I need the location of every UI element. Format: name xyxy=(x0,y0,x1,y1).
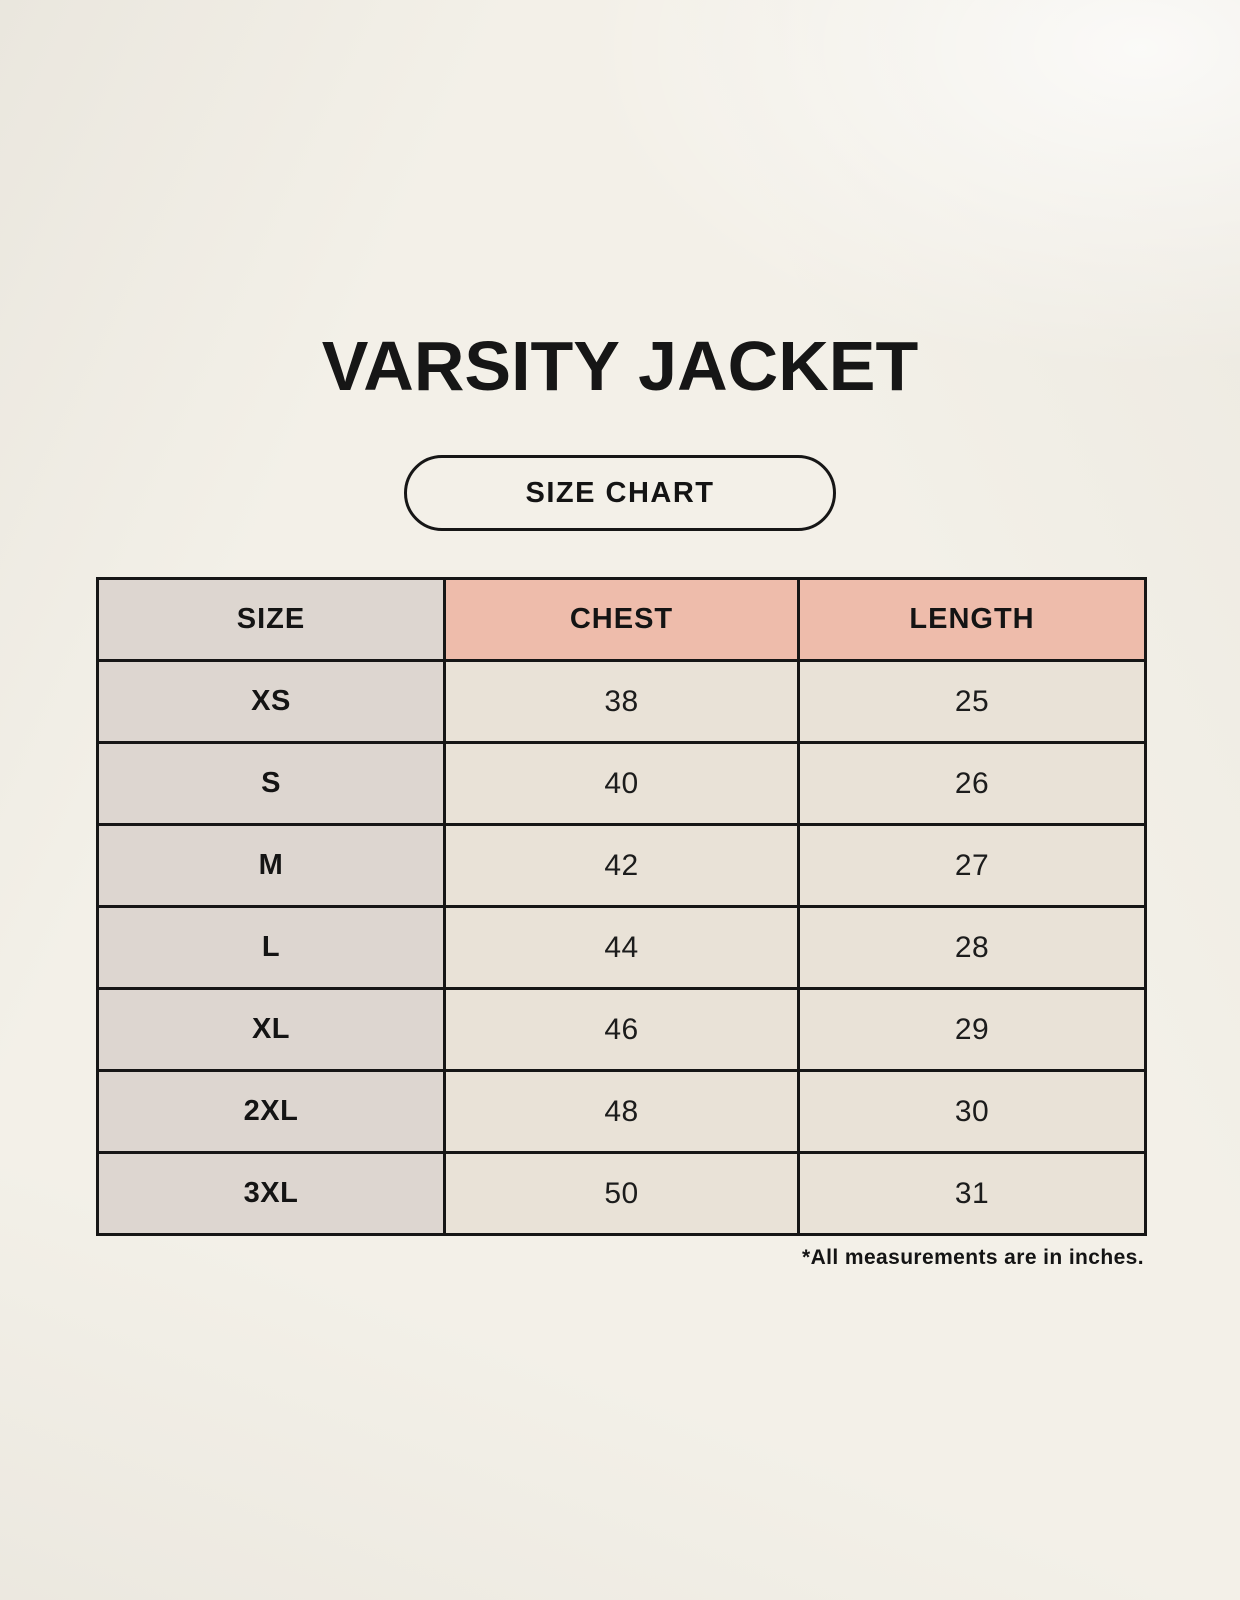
length-value: 31 xyxy=(797,1151,1147,1236)
length-value: 27 xyxy=(797,823,1147,908)
size-label: L xyxy=(96,905,446,990)
column-header-length: LENGTH xyxy=(797,577,1147,662)
length-value: 30 xyxy=(797,1069,1147,1154)
chest-value: 40 xyxy=(443,741,800,826)
size-label: M xyxy=(96,823,446,908)
length-value: 28 xyxy=(797,905,1147,990)
size-chart-badge: SIZE CHART xyxy=(404,455,836,531)
chest-value: 50 xyxy=(443,1151,800,1236)
table-row: S 40 26 xyxy=(96,741,1147,826)
measurement-footnote: *All measurements are in inches. xyxy=(802,1246,1144,1269)
size-label: S xyxy=(96,741,446,826)
length-value: 29 xyxy=(797,987,1147,1072)
size-table-body: XS 38 25 S 40 26 M 42 27 L 44 28 XL 46 29 2XL 48 30 3XL 50 3… xyxy=(96,659,1147,1236)
size-table: SIZE CHEST LENGTH XS 38 25 S 40 26 M 42 27 L 44 28 XL 4… xyxy=(96,577,1147,1236)
table-row: M 42 27 xyxy=(96,823,1147,908)
table-row: 2XL 48 30 xyxy=(96,1069,1147,1154)
table-row: 3XL 50 31 xyxy=(96,1151,1147,1236)
table-row: L 44 28 xyxy=(96,905,1147,990)
table-row: XL 46 29 xyxy=(96,987,1147,1072)
size-table-header: SIZE CHEST LENGTH xyxy=(96,577,1147,662)
header-row: SIZE CHEST LENGTH xyxy=(96,577,1147,662)
chest-value: 38 xyxy=(443,659,800,744)
chest-value: 48 xyxy=(443,1069,800,1154)
chest-value: 42 xyxy=(443,823,800,908)
column-header-chest: CHEST xyxy=(443,577,800,662)
page-title: VARSITY JACKET xyxy=(321,327,919,405)
size-label: 2XL xyxy=(96,1069,446,1154)
size-chart-badge-label: SIZE CHART xyxy=(525,476,715,509)
column-header-size: SIZE xyxy=(96,577,446,662)
size-label: XL xyxy=(96,987,446,1072)
size-label: XS xyxy=(96,659,446,744)
chest-value: 46 xyxy=(443,987,800,1072)
length-value: 26 xyxy=(797,741,1147,826)
table-row: XS 38 25 xyxy=(96,659,1147,744)
chest-value: 44 xyxy=(443,905,800,990)
length-value: 25 xyxy=(797,659,1147,744)
size-label: 3XL xyxy=(96,1151,446,1236)
